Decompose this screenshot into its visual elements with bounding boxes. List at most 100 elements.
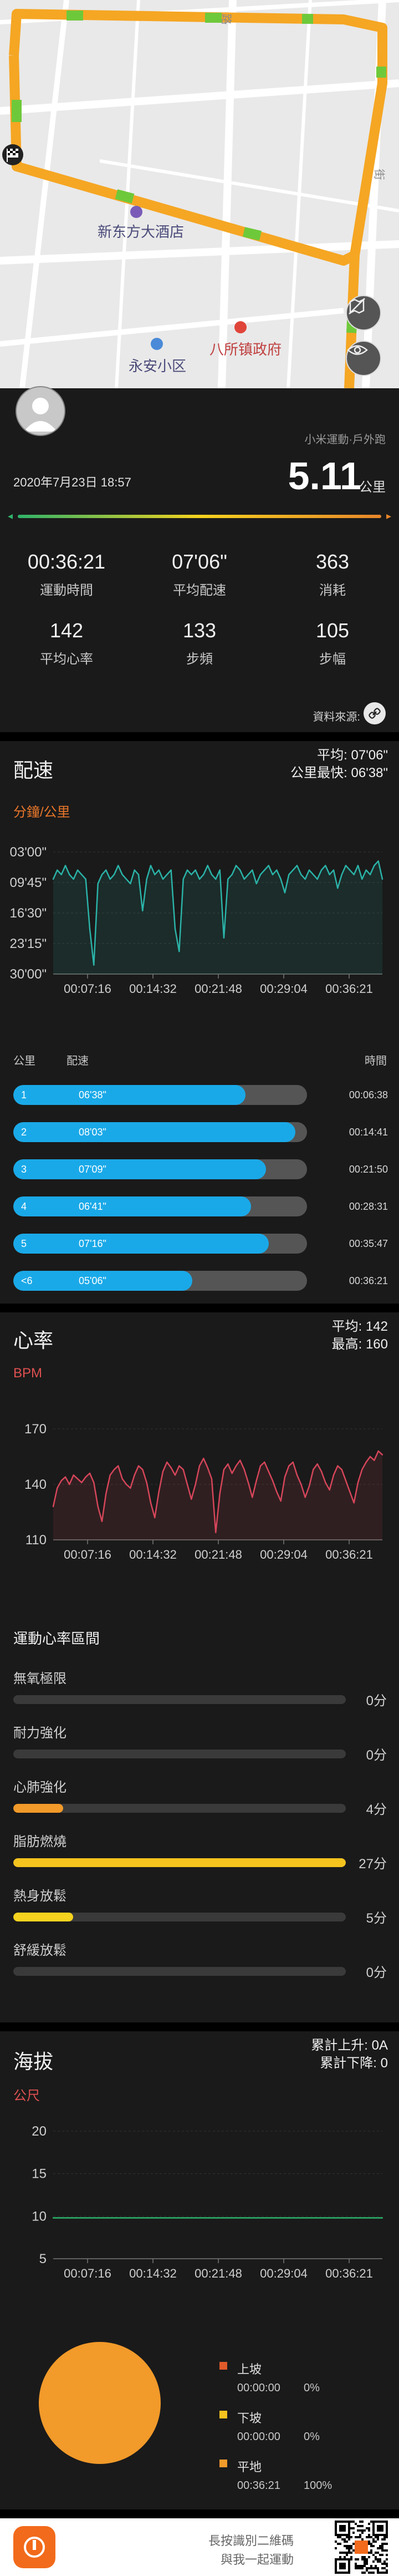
y-tick-label: 16'30" bbox=[10, 906, 47, 921]
legend-name: 上坡 bbox=[237, 2362, 262, 2376]
workout-datetime: 2020年7月23日 18:57 bbox=[13, 475, 131, 489]
data-point bbox=[223, 1469, 225, 1470]
qr-module bbox=[386, 2536, 388, 2538]
data-point bbox=[154, 1517, 156, 1519]
qr-module bbox=[372, 2560, 375, 2563]
pace-color-scale bbox=[18, 515, 381, 518]
qr-module bbox=[355, 2565, 357, 2567]
data-point bbox=[158, 1491, 160, 1493]
data-point bbox=[341, 1469, 342, 1470]
x-tick-label: 00:36:21 bbox=[325, 2266, 373, 2280]
series-area bbox=[53, 861, 382, 974]
map-layer-toggle-button[interactable] bbox=[346, 295, 381, 331]
x-tick-label: 00:14:32 bbox=[129, 982, 177, 996]
legend-percent: 100% bbox=[304, 2479, 332, 2492]
qr-module bbox=[359, 2567, 361, 2569]
avatar[interactable] bbox=[16, 386, 65, 436]
data-point bbox=[170, 1467, 172, 1469]
qr-module bbox=[339, 2552, 341, 2554]
split-row: 1 06'38" bbox=[13, 1085, 307, 1105]
data-point bbox=[182, 878, 184, 880]
data-point bbox=[178, 951, 180, 952]
zone-label: 熱身放鬆 bbox=[13, 1889, 66, 1904]
split-pace: 05'06" bbox=[79, 1275, 106, 1286]
pace-chart[interactable]: 03'00" 09'45" 16'30" 23'15" 30'00" 00:07:16 00… bbox=[0, 830, 399, 1002]
data-point bbox=[125, 878, 127, 880]
data-point bbox=[361, 878, 363, 880]
stat-label: 運動時間 bbox=[40, 583, 93, 598]
qr-module bbox=[375, 2558, 377, 2560]
data-point bbox=[243, 878, 245, 880]
data-source-button[interactable] bbox=[364, 702, 386, 724]
qr-module bbox=[368, 2527, 370, 2529]
split-row: 5 07'16" bbox=[13, 1234, 307, 1254]
qr-module bbox=[355, 2523, 357, 2525]
user-silhouette-icon bbox=[24, 398, 57, 432]
qr-module bbox=[366, 2567, 368, 2569]
data-point bbox=[137, 1465, 140, 1467]
qr-module bbox=[381, 2547, 383, 2549]
qr-module bbox=[375, 2556, 377, 2558]
qr-module bbox=[368, 2536, 370, 2538]
pace-summary: 平均: 07'06" 公里最快: 06'38" bbox=[290, 747, 388, 782]
data-point bbox=[259, 1465, 262, 1467]
heart-rate-chart[interactable]: 170 140 110 00:07:16 00:14:32 00:21:48 00:29:0… bbox=[0, 1396, 399, 1568]
x-tick-label: 00:36:21 bbox=[325, 982, 373, 996]
altitude-chart[interactable]: 20 15 10 5 00:07:16 00:14:32 00:21:48 00:29:04 0… bbox=[0, 2109, 399, 2292]
data-point bbox=[345, 1480, 347, 1482]
qr-module bbox=[350, 2536, 352, 2538]
qr-module bbox=[372, 2545, 375, 2547]
qr-module bbox=[357, 2565, 359, 2567]
zone-bar-fill bbox=[13, 1804, 63, 1813]
qr-module bbox=[370, 2536, 372, 2538]
data-point bbox=[130, 883, 131, 885]
qr-module bbox=[355, 2558, 357, 2560]
data-point bbox=[174, 928, 176, 930]
data-point bbox=[150, 1502, 152, 1504]
data-point bbox=[73, 1474, 74, 1476]
government-poi-icon bbox=[234, 321, 247, 333]
qr-module bbox=[368, 2534, 370, 2536]
qr-module bbox=[366, 2558, 368, 2560]
qr-module bbox=[377, 2558, 379, 2560]
data-point bbox=[146, 1482, 147, 1483]
zone-value: 0分 bbox=[366, 1693, 387, 1708]
y-tick-label: 10 bbox=[32, 2209, 47, 2224]
poi-government-label: 八所镇政府 bbox=[209, 341, 282, 358]
source-app-label: 小米運動·戶外跑 bbox=[304, 434, 386, 446]
data-point bbox=[374, 865, 375, 866]
data-point bbox=[332, 1474, 335, 1476]
map-off-icon bbox=[349, 298, 365, 315]
qr-module bbox=[368, 2529, 370, 2532]
data-point bbox=[349, 869, 351, 871]
legend-name: 平地 bbox=[237, 2460, 262, 2474]
qr-module bbox=[361, 2567, 364, 2569]
zone-bar bbox=[13, 1804, 346, 1813]
data-point bbox=[170, 869, 172, 871]
data-point bbox=[325, 865, 326, 866]
visibility-toggle-button[interactable] bbox=[346, 341, 381, 376]
x-tick-label: 00:29:04 bbox=[260, 982, 308, 996]
data-point bbox=[325, 1482, 326, 1483]
qr-module bbox=[350, 2552, 352, 2554]
split-bar-fill bbox=[13, 1122, 295, 1142]
share-footer: 長按識別二維碼 與我一起運動 bbox=[0, 2518, 399, 2576]
footer-line-1: 長按識別二維碼 bbox=[208, 2534, 294, 2548]
qr-finder bbox=[339, 2563, 346, 2569]
qr-module bbox=[364, 2560, 366, 2563]
data-point bbox=[69, 874, 70, 875]
qr-module bbox=[381, 2572, 383, 2574]
data-point bbox=[135, 2217, 136, 2219]
qr-module bbox=[377, 2567, 379, 2569]
split-row: 2 08'03" bbox=[13, 1122, 307, 1142]
slow-marker-icon: ◂ bbox=[8, 510, 13, 521]
qr-module bbox=[339, 2536, 341, 2538]
qr-module bbox=[372, 2540, 375, 2543]
route-map[interactable]: 路 街 新东方大酒店 永安小区 八所镇政府 bbox=[0, 0, 399, 388]
data-point bbox=[296, 1474, 298, 1476]
data-point bbox=[268, 865, 269, 866]
app-logo bbox=[13, 2526, 55, 2568]
qr-code[interactable] bbox=[335, 2521, 388, 2574]
section-divider bbox=[0, 1304, 399, 1312]
pace-avg: 平均: 07'06" bbox=[317, 748, 388, 763]
